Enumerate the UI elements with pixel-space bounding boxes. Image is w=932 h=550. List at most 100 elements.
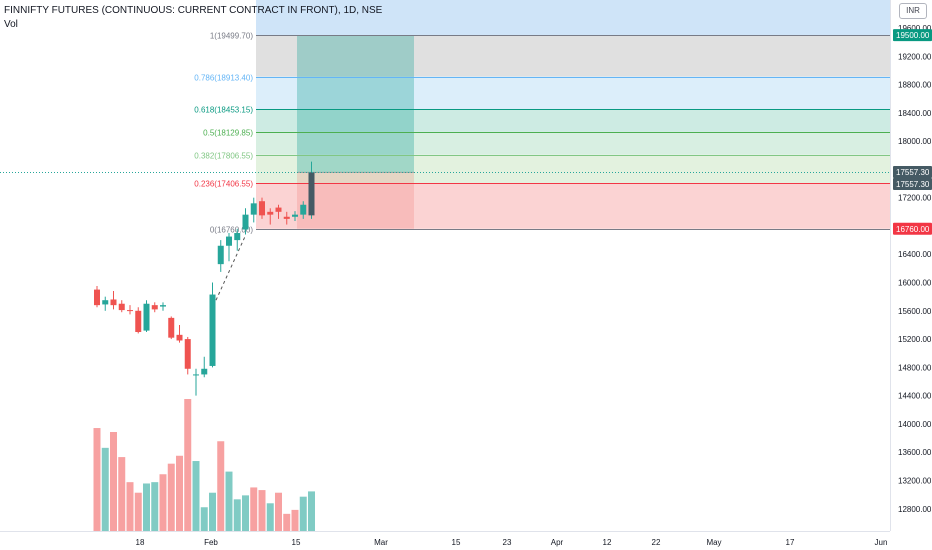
time-tick-label: Mar	[374, 538, 388, 547]
price-badge-label: 17557.30	[896, 168, 930, 177]
long-position-tool[interactable]	[297, 35, 414, 229]
price-tick-label: 18400.00	[898, 109, 932, 118]
candle-body	[267, 211, 274, 215]
fib-label-0.236: 0.236(17406.55)	[194, 180, 253, 189]
fib-band-0.5	[256, 131, 890, 155]
candle-body	[250, 203, 257, 215]
candle-body	[226, 236, 232, 246]
candle-body	[184, 339, 191, 369]
price-tick-label: 17200.00	[898, 194, 932, 203]
fib-band-0.786	[256, 76, 890, 110]
time-tick-label: Jun	[875, 538, 888, 547]
candle-body	[151, 305, 158, 310]
fib-band-0.236	[256, 183, 890, 229]
volume-bar	[110, 432, 117, 531]
volume-bar	[93, 428, 101, 531]
fib-label-0.382: 0.382(17806.55)	[194, 152, 253, 161]
volume-bar	[233, 499, 241, 531]
price-tick-label: 14000.00	[898, 420, 932, 429]
time-tick-label: May	[706, 538, 721, 547]
volume-bar	[118, 457, 126, 531]
price-tick-label: 16400.00	[898, 250, 932, 259]
time-tick-label: Apr	[551, 538, 564, 547]
fib-label-1: 1(19499.70)	[210, 32, 253, 41]
candle-body	[94, 289, 100, 306]
candle-body	[102, 300, 109, 305]
time-axis[interactable]: 18 Feb 15 Mar 15 23 Apr 12 22 May 17 Jun	[0, 531, 932, 550]
candle-body	[259, 201, 265, 216]
volume-bar	[126, 482, 134, 531]
volume-bar	[275, 492, 282, 531]
chart-overlays	[0, 172, 890, 301]
position-target-zone	[297, 35, 414, 173]
price-badge	[893, 222, 932, 235]
volume-bar	[225, 471, 233, 531]
candle-body	[283, 216, 290, 219]
candle-body	[127, 310, 133, 312]
time-tick-label: Feb	[204, 538, 218, 547]
volume-bar	[209, 492, 216, 531]
volume-bar	[101, 447, 109, 531]
fib-band-0.382	[256, 154, 890, 184]
volume-bar	[159, 474, 167, 531]
time-tick-label: 17	[786, 538, 795, 547]
price-badge	[893, 178, 932, 190]
candle-body	[168, 317, 175, 338]
price-axis[interactable]: 19600.00 19200.00 18800.00 18400.00 18000.00…	[890, 0, 932, 550]
volume-bar	[299, 496, 307, 531]
price-badge-label: 16760.00	[896, 225, 930, 234]
volume-bar	[258, 490, 266, 531]
volume-legend[interactable]: Vol	[4, 19, 18, 30]
fib-band-1	[256, 35, 890, 77]
fib-label-0.786: 0.786(18913.40)	[194, 74, 253, 83]
price-badge-label: 19500.00	[896, 31, 930, 40]
candle-body	[300, 204, 307, 215]
candle-body	[234, 233, 241, 241]
volume-bar	[250, 487, 258, 531]
price-tick-label: 15600.00	[898, 307, 932, 316]
volume-bar	[151, 482, 159, 531]
fib-label-0.618: 0.618(18453.15)	[194, 106, 253, 115]
volume-bar	[167, 463, 175, 531]
volume-bar	[184, 399, 192, 531]
time-tick-label: 15	[452, 538, 461, 547]
volume-bar	[283, 513, 291, 531]
position-stop-zone	[297, 172, 414, 229]
price-tick-label: 18800.00	[898, 81, 932, 90]
candle-body	[217, 245, 224, 265]
price-tick-label: 13600.00	[898, 448, 932, 457]
volume-bar	[192, 461, 200, 531]
currency-button[interactable]: INR	[899, 3, 927, 19]
price-tick-label: 14400.00	[898, 392, 932, 401]
candle-body	[242, 214, 249, 230]
price-badge	[893, 29, 932, 42]
chart-header: FINNIFTY FUTURES (CONTINUOUS: CURRENT CO…	[4, 4, 382, 32]
price-tick-label: 16000.00	[898, 279, 932, 288]
price-axis-bg	[890, 0, 932, 550]
candle-body	[143, 303, 150, 331]
candle-body	[135, 310, 142, 333]
candle-body	[209, 294, 216, 366]
fib-level-labels: 1(19499.70) 0.786(18913.40) 0.618(18453.15…	[194, 32, 253, 235]
volume-bar	[143, 483, 150, 531]
price-badge	[893, 166, 932, 178]
candle-body	[118, 303, 125, 311]
fib-retracement-lines[interactable]	[256, 35, 890, 230]
volume-bar	[217, 441, 225, 531]
candle-body	[201, 368, 208, 375]
candle-body	[193, 374, 199, 376]
volume-bar	[176, 455, 183, 531]
price-tick-label: 18000.00	[898, 137, 932, 146]
fib-band-0.618	[256, 109, 890, 132]
volume-bar	[291, 509, 299, 531]
time-tick-label: 18	[136, 538, 145, 547]
time-tick-label: 22	[652, 538, 661, 547]
time-tick-label: 12	[603, 538, 612, 547]
candle-body	[176, 334, 183, 341]
fib-bands	[256, 0, 890, 229]
symbol-title[interactable]: FINNIFTY FUTURES (CONTINUOUS: CURRENT CO…	[4, 5, 383, 16]
candle-body	[110, 299, 117, 306]
time-tick-label: 23	[503, 538, 512, 547]
